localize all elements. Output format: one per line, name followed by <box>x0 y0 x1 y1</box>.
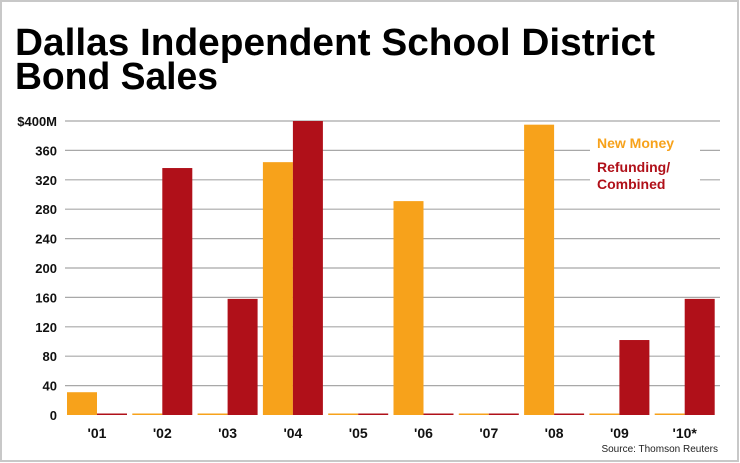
bar-refunding-8 <box>619 340 650 415</box>
x-tick-label: '05 <box>349 425 368 441</box>
y-tick-label: $400M <box>17 114 57 129</box>
x-tick-label: '09 <box>610 425 629 441</box>
x-axis-ticks: '01 '02 '03 '04 '05 '06 '07 '08 '09 '10* <box>88 425 698 441</box>
legend-refunding-line-1: Refunding/ <box>597 159 670 175</box>
bars <box>67 121 715 416</box>
source-note: Source: Thomson Reuters <box>601 444 718 455</box>
legend-background <box>590 132 700 202</box>
chart-title-line-1: Dallas Independent School District <box>15 22 655 64</box>
bar-new-money-9 <box>654 413 685 415</box>
x-tick-label: '08 <box>545 425 564 441</box>
bar-refunding-7 <box>554 413 585 415</box>
chart-title-line-2: Bond Sales <box>15 56 218 98</box>
legend: New Money Refunding/ Combined <box>590 132 700 202</box>
y-tick-label: 80 <box>43 349 57 364</box>
bar-refunding-6 <box>488 413 519 415</box>
legend-new-money: New Money <box>597 135 674 151</box>
y-tick-label: 360 <box>35 143 57 158</box>
bar-refunding-0 <box>97 413 127 415</box>
y-tick-label: 120 <box>35 320 57 335</box>
bar-new-money-0 <box>67 392 97 415</box>
x-tick-label: '07 <box>479 425 498 441</box>
y-axis-ticks: 0 40 80 120 160 200 240 280 320 360 $400M <box>17 114 57 423</box>
y-tick-label: 200 <box>35 261 57 276</box>
bar-refunding-1 <box>162 168 193 415</box>
bar-new-money-4 <box>328 413 359 415</box>
y-tick-label: 0 <box>50 408 57 423</box>
bar-refunding-2 <box>227 298 258 415</box>
bar-new-money-6 <box>458 413 489 415</box>
bar-new-money-8 <box>589 413 620 415</box>
bar-refunding-3 <box>292 121 323 415</box>
bar-new-money-2 <box>197 413 228 415</box>
bar-new-money-3 <box>262 162 293 415</box>
x-tick-label: '04 <box>283 425 302 441</box>
legend-refunding-line-2: Combined <box>597 176 665 192</box>
y-tick-label: 160 <box>35 290 57 305</box>
y-tick-label: 280 <box>35 202 57 217</box>
bar-refunding-4 <box>358 413 389 415</box>
x-tick-label: '06 <box>414 425 433 441</box>
y-tick-label: 40 <box>43 379 57 394</box>
x-tick-label: '01 <box>88 425 107 441</box>
x-tick-label: '10* <box>673 425 698 441</box>
bar-new-money-7 <box>524 124 555 416</box>
x-tick-label: '02 <box>153 425 172 441</box>
bar-new-money-1 <box>132 413 163 415</box>
x-tick-label: '03 <box>218 425 237 441</box>
bar-refunding-9 <box>684 298 715 415</box>
bar-refunding-5 <box>423 413 454 415</box>
y-tick-label: 240 <box>35 232 57 247</box>
bar-new-money-5 <box>393 201 424 415</box>
y-tick-label: 320 <box>35 173 57 188</box>
